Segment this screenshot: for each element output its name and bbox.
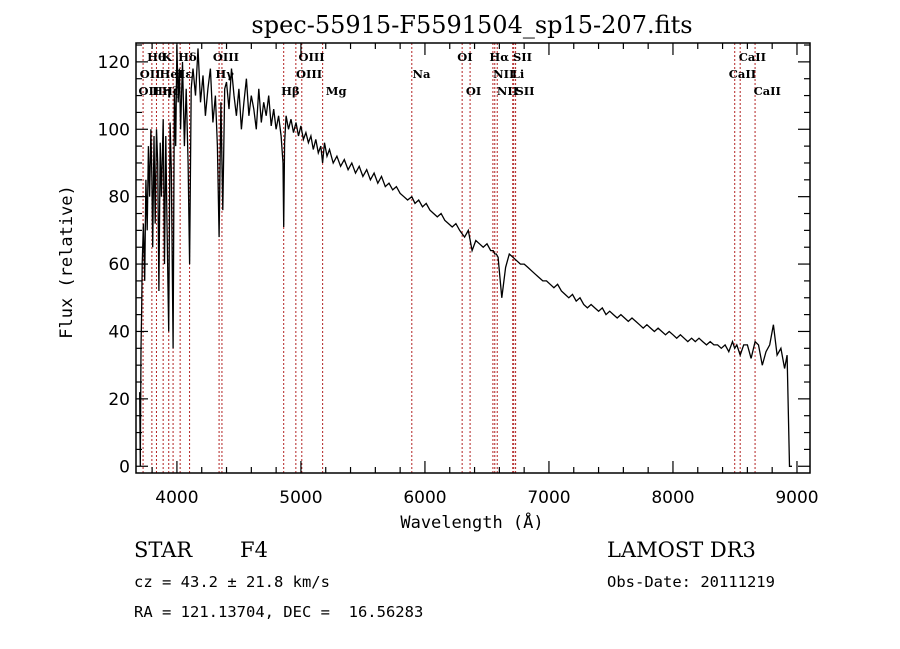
marker-label: Na <box>413 67 432 81</box>
marker-label: Hβ <box>281 84 300 98</box>
marker-label: Hα <box>489 50 509 64</box>
survey-name: LAMOST DR3 <box>607 538 756 562</box>
y-axis-label: Flux (relative) <box>57 185 77 339</box>
y-tick-label: 120 <box>98 53 130 73</box>
marker-label: OIII <box>213 50 239 64</box>
marker-label: CaII <box>739 50 766 64</box>
x-tick-label: 6000 <box>403 488 446 508</box>
marker-label: CaII <box>754 84 781 98</box>
x-tick-label: 9000 <box>775 488 818 508</box>
marker-label: OI <box>457 50 472 64</box>
marker-label: Hδ <box>178 50 197 64</box>
marker-label: NII <box>493 67 514 81</box>
marker-label: SII <box>515 84 534 98</box>
plot-frame <box>135 42 811 474</box>
x-tick-label: 7000 <box>527 488 570 508</box>
marker-label: Li <box>512 67 525 81</box>
y-tick-label: 20 <box>108 390 130 410</box>
x-tick-label: 8000 <box>651 488 694 508</box>
marker-label: SII <box>513 50 532 64</box>
y-tick-label: 60 <box>108 255 130 275</box>
marker-label: OIII <box>298 50 324 64</box>
chart-title: spec-55915-F5591504_sp15-207.fits <box>251 11 692 39</box>
y-axis: 0 20 40 60 80 100 120 <box>98 44 810 477</box>
marker-label: OIII <box>296 67 322 81</box>
x-axis: 4000 5000 6000 7000 8000 9000 <box>151 43 819 508</box>
object-subclass: F4 <box>240 538 268 562</box>
redshift-text: cz = 43.2 ± 21.8 km/s <box>134 573 330 591</box>
y-tick-label: 0 <box>119 457 130 477</box>
x-tick-label: 4000 <box>155 488 198 508</box>
marker-label: OII <box>138 84 159 98</box>
marker-label: Hζ <box>162 84 180 98</box>
coordinates-text: RA = 121.13704, DEC = 16.56283 <box>134 603 424 621</box>
y-tick-label: 80 <box>108 188 130 208</box>
marker-label: Hγ <box>215 67 234 81</box>
marker-label: OII <box>140 67 161 81</box>
y-tick-label: 40 <box>108 322 130 342</box>
marker-label: Hη <box>152 84 171 98</box>
marker-label: CaII <box>729 67 756 81</box>
obs-date-text: Obs-Date: 20111219 <box>607 573 775 591</box>
marker-label: OI <box>466 84 481 98</box>
x-tick-label: 5000 <box>279 488 322 508</box>
y-tick-label: 100 <box>98 120 130 140</box>
x-axis-label: Wavelength (Å) <box>400 511 543 533</box>
marker-label: Hθ <box>147 50 166 64</box>
marker-label: K <box>162 50 173 64</box>
marker-label: Mg <box>326 84 347 98</box>
spectrum-line <box>139 44 792 467</box>
object-class: STAR <box>134 538 193 562</box>
marker-label: NII <box>497 84 518 98</box>
